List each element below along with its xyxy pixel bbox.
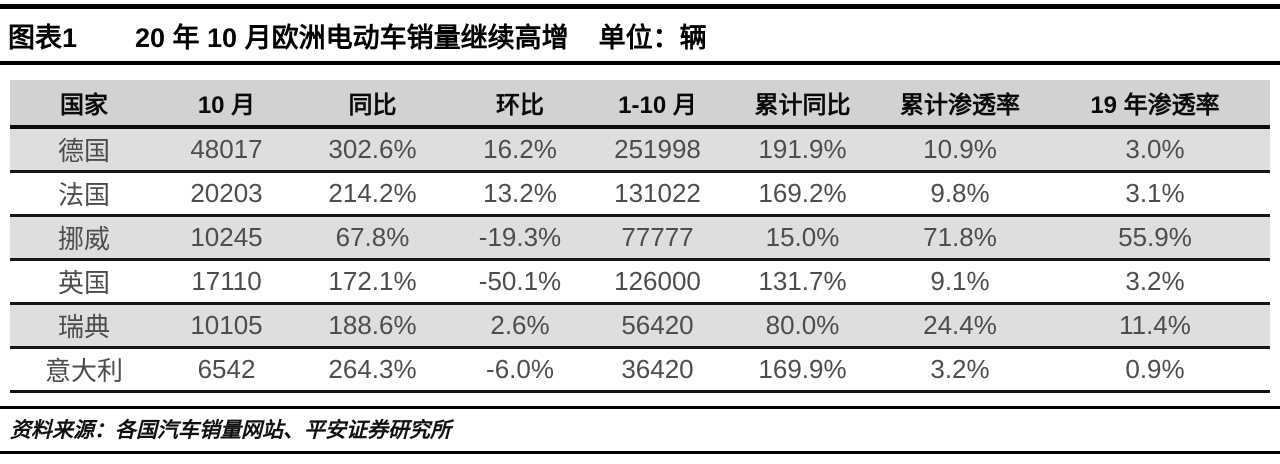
- table-cell: 71.8%: [880, 213, 1040, 259]
- table-cell: 302.6%: [295, 125, 450, 171]
- country-cell: 挪威: [10, 213, 158, 259]
- country-cell: 法国: [10, 169, 158, 215]
- table-cell: 131022: [590, 169, 725, 215]
- column-header-2019-penetration: 19 年渗透率: [1040, 80, 1270, 129]
- table-cell: 17110: [158, 257, 295, 303]
- table-cell: 9.1%: [880, 257, 1040, 303]
- table-cell: 2.6%: [450, 301, 590, 347]
- table-cell: 264.3%: [295, 345, 450, 391]
- table-header: 国家 10 月 同比 环比 1-10 月 累计同比 累计渗透率 19 年渗透率: [10, 80, 1270, 129]
- unit-label: 单位：辆: [598, 23, 707, 53]
- figure-label: 图表1: [8, 23, 78, 53]
- table-cell: 67.8%: [295, 213, 450, 259]
- column-header-country: 国家: [10, 80, 158, 129]
- table-row: 法国 20203 214.2% 13.2% 131022 169.2% 9.8% 3.1%: [10, 169, 1270, 215]
- table-cell: 24.4%: [880, 301, 1040, 347]
- source-note: 资料来源：各国汽车销量网站、平安证券研究所: [0, 405, 1280, 454]
- table-cell: 6542: [158, 345, 295, 391]
- table-cell: 10.9%: [880, 125, 1040, 171]
- table-cell: 188.6%: [295, 301, 450, 347]
- column-header-cum-penetration: 累计渗透率: [880, 80, 1040, 129]
- table-cell: 3.2%: [880, 345, 1040, 391]
- table-cell: 3.1%: [1040, 169, 1270, 215]
- table-cell: 80.0%: [725, 301, 880, 347]
- table-row: 瑞典 10105 188.6% 2.6% 56420 80.0% 24.4% 11.4%: [10, 301, 1270, 347]
- column-header-jan-oct: 1-10 月: [590, 80, 725, 129]
- figure-title-bar: 图表1 20 年 10 月欧洲电动车销量继续高增 单位：辆: [0, 4, 1280, 65]
- table-cell: 55.9%: [1040, 213, 1270, 259]
- figure-title: 20 年 10 月欧洲电动车销量继续高增: [135, 23, 569, 53]
- country-cell: 德国: [10, 125, 158, 171]
- table-cell: 126000: [590, 257, 725, 303]
- table-cell: 10105: [158, 301, 295, 347]
- table-row: 挪威 10245 67.8% -19.3% 77777 15.0% 71.8% 55.9%: [10, 213, 1270, 259]
- table-cell: 3.0%: [1040, 125, 1270, 171]
- column-header-yoy: 同比: [295, 80, 450, 129]
- column-header-cum-yoy: 累计同比: [725, 80, 880, 129]
- table-cell: 9.8%: [880, 169, 1040, 215]
- column-header-october: 10 月: [158, 80, 295, 129]
- table-cell: 20203: [158, 169, 295, 215]
- table-cell: 48017: [158, 125, 295, 171]
- country-cell: 意大利: [10, 345, 158, 391]
- table-cell: 131.7%: [725, 257, 880, 303]
- table-cell: 3.2%: [1040, 257, 1270, 303]
- table-cell: 191.9%: [725, 125, 880, 171]
- ev-sales-table: 国家 10 月 同比 环比 1-10 月 累计同比 累计渗透率 19 年渗透率 …: [10, 80, 1270, 393]
- country-cell: 瑞典: [10, 301, 158, 347]
- table-row: 意大利 6542 264.3% -6.0% 36420 169.9% 3.2% 0.9%: [10, 345, 1270, 391]
- table-cell: 214.2%: [295, 169, 450, 215]
- table-cell: -6.0%: [450, 345, 590, 391]
- table-cell: 15.0%: [725, 213, 880, 259]
- table-cell: 13.2%: [450, 169, 590, 215]
- table-row: 德国 48017 302.6% 16.2% 251998 191.9% 10.9% 3.0%: [10, 125, 1270, 171]
- table-cell: -50.1%: [450, 257, 590, 303]
- column-header-mom: 环比: [450, 80, 590, 129]
- table-cell: 16.2%: [450, 125, 590, 171]
- country-cell: 英国: [10, 257, 158, 303]
- table-cell: 56420: [590, 301, 725, 347]
- table-cell: 36420: [590, 345, 725, 391]
- table-cell: 10245: [158, 213, 295, 259]
- table-cell: 77777: [590, 213, 725, 259]
- header-row: 国家 10 月 同比 环比 1-10 月 累计同比 累计渗透率 19 年渗透率: [10, 80, 1270, 129]
- table-cell: -19.3%: [450, 213, 590, 259]
- table-cell: 11.4%: [1040, 301, 1270, 347]
- table-body: 德国 48017 302.6% 16.2% 251998 191.9% 10.9% 3.0% 法…: [10, 125, 1270, 391]
- table-cell: 251998: [590, 125, 725, 171]
- table-row: 英国 17110 172.1% -50.1% 126000 131.7% 9.1% 3.2%: [10, 257, 1270, 303]
- table-cell: 169.2%: [725, 169, 880, 215]
- table-cell: 0.9%: [1040, 345, 1270, 391]
- table-cell: 169.9%: [725, 345, 880, 391]
- table-cell: 172.1%: [295, 257, 450, 303]
